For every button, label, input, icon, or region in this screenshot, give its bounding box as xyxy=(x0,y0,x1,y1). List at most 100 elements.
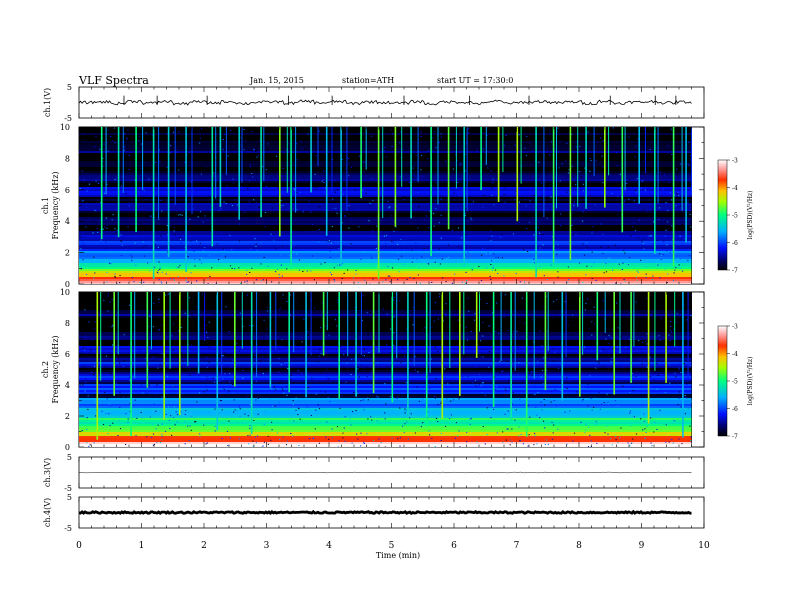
noise-pixel xyxy=(584,199,586,201)
noise-pixel xyxy=(376,420,378,422)
noise-pixel xyxy=(403,199,405,201)
noise-pixel xyxy=(391,240,393,242)
noise-pixel xyxy=(459,164,461,166)
noise-pixel xyxy=(382,281,384,283)
noise-pixel xyxy=(565,404,567,406)
sferic-streak xyxy=(216,292,219,431)
noise-pixel xyxy=(524,405,526,407)
x-tick-label: 5 xyxy=(389,541,395,551)
noise-pixel xyxy=(107,292,109,294)
noise-pixel xyxy=(486,135,488,136)
noise-pixel xyxy=(369,143,371,145)
noise-pixel xyxy=(667,210,669,212)
noise-pixel xyxy=(179,236,181,238)
noise-pixel xyxy=(107,360,109,362)
noise-pixel xyxy=(617,214,619,216)
noise-pixel xyxy=(140,411,142,413)
noise-pixel xyxy=(306,270,308,272)
noise-pixel xyxy=(113,127,116,129)
noise-pixel xyxy=(428,177,430,179)
noise-pixel xyxy=(199,242,201,244)
noise-pixel xyxy=(300,148,302,150)
noise-pixel xyxy=(427,179,429,180)
noise-pixel xyxy=(575,208,577,210)
noise-pixel xyxy=(636,159,638,161)
noise-pixel xyxy=(632,390,634,391)
noise-pixel xyxy=(653,431,655,433)
noise-pixel xyxy=(681,270,684,272)
noise-pixel xyxy=(412,258,414,259)
noise-pixel xyxy=(422,329,424,331)
noise-pixel xyxy=(578,171,581,173)
noise-pixel xyxy=(342,249,344,251)
noise-pixel xyxy=(622,385,624,387)
noise-pixel xyxy=(280,364,282,366)
noise-pixel xyxy=(597,360,599,362)
noise-pixel xyxy=(605,351,607,352)
noise-pixel xyxy=(533,341,535,343)
noise-pixel xyxy=(329,250,331,252)
noise-pixel xyxy=(86,145,88,147)
noise-pixel xyxy=(523,148,525,150)
noise-pixel xyxy=(242,370,244,371)
noise-pixel xyxy=(578,262,581,264)
noise-pixel xyxy=(503,194,505,196)
noise-pixel xyxy=(634,230,636,232)
sferic-streak xyxy=(150,292,152,350)
noise-pixel xyxy=(306,406,308,408)
noise-pixel xyxy=(350,167,352,168)
noise-pixel xyxy=(171,335,173,337)
noise-pixel xyxy=(362,134,364,136)
noise-pixel xyxy=(674,269,676,271)
noise-pixel xyxy=(686,160,689,161)
noise-pixel xyxy=(143,190,145,192)
noise-pixel xyxy=(366,433,368,435)
noise-pixel xyxy=(360,400,362,402)
noise-pixel xyxy=(511,133,513,134)
noise-pixel xyxy=(449,418,451,419)
noise-pixel xyxy=(107,310,109,312)
noise-pixel xyxy=(663,241,665,243)
noise-pixel xyxy=(586,242,588,244)
noise-pixel xyxy=(247,415,249,417)
sferic-streak xyxy=(647,292,650,424)
noise-pixel xyxy=(165,273,167,275)
spectral-band xyxy=(79,267,692,269)
noise-pixel xyxy=(99,148,101,150)
noise-pixel xyxy=(437,404,439,406)
noise-pixel xyxy=(280,200,282,201)
noise-pixel xyxy=(272,305,275,307)
noise-pixel xyxy=(249,425,251,427)
noise-pixel xyxy=(602,166,604,168)
noise-pixel xyxy=(685,397,687,398)
noise-pixel xyxy=(638,219,641,221)
spectral-band xyxy=(79,283,692,284)
noise-pixel xyxy=(505,439,507,441)
noise-pixel xyxy=(412,324,414,326)
noise-pixel xyxy=(666,250,668,252)
noise-pixel xyxy=(552,348,554,350)
noise-pixel xyxy=(610,338,612,340)
noise-pixel xyxy=(237,372,239,374)
noise-pixel xyxy=(620,187,622,189)
spectral-band xyxy=(79,362,692,364)
noise-pixel xyxy=(518,435,520,437)
noise-pixel xyxy=(492,312,494,314)
sferic-streak xyxy=(449,292,451,369)
noise-pixel xyxy=(643,312,645,314)
sferic-streak xyxy=(293,292,295,353)
noise-pixel xyxy=(120,234,122,236)
noise-pixel xyxy=(282,436,284,438)
noise-pixel xyxy=(173,279,175,281)
noise-pixel xyxy=(514,174,516,175)
noise-pixel xyxy=(93,365,95,367)
noise-pixel xyxy=(253,148,255,150)
noise-pixel xyxy=(129,380,131,382)
noise-pixel xyxy=(346,220,349,222)
noise-pixel xyxy=(246,149,248,151)
noise-pixel xyxy=(182,183,184,185)
noise-pixel xyxy=(425,199,427,201)
y-tick-label: 2 xyxy=(65,249,70,258)
noise-pixel xyxy=(369,238,371,239)
noise-pixel xyxy=(478,266,480,267)
